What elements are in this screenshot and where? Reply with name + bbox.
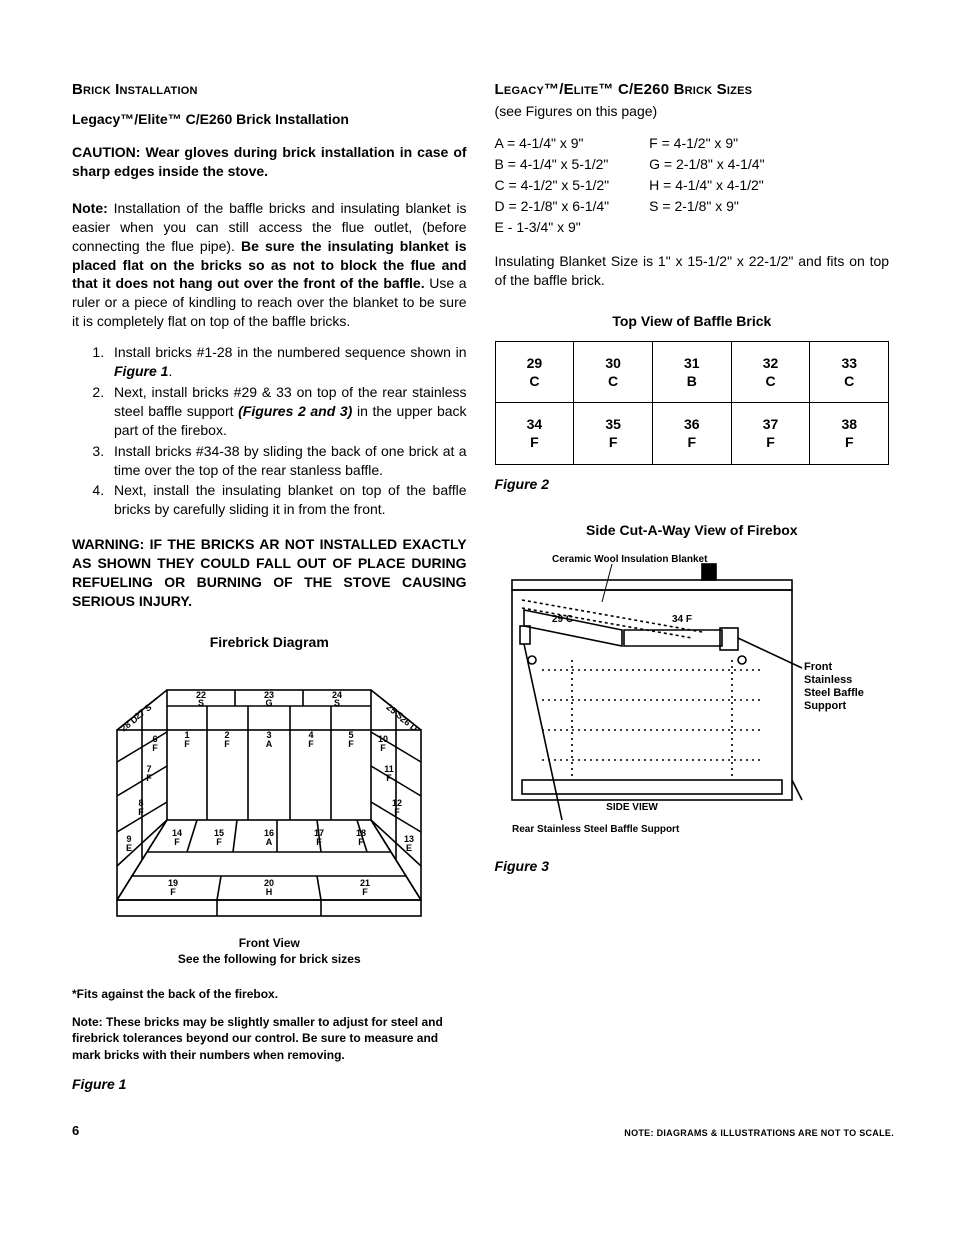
table-row: 29C 30C 31B 32C 33C [495, 341, 889, 402]
size-row: G = 2-1/8" x 4-1/4" [649, 154, 764, 175]
size-row: E - 1-3/4" x 9" [495, 217, 610, 238]
size-row: C = 4-1/2" x 5-1/2" [495, 175, 610, 196]
sv-side-view-label: SIDE VIEW [606, 802, 658, 813]
svg-text:F: F [171, 887, 177, 897]
side-view-diagram: Ceramic Wool Insulation Blanket 29 C 34 … [502, 550, 882, 845]
sv-front-support-label: Front Stainless Steel Baffle Support [804, 661, 867, 712]
svg-text:F: F [175, 837, 181, 847]
step-4: Next, install the insulating blanket on … [108, 481, 467, 519]
size-row: A = 4-1/4" x 9" [495, 133, 610, 154]
svg-text:S: S [198, 698, 204, 708]
firebrick-diagram: 22S 23G 24S 1F 2F 3A 4F 5F 6F 7F 8F 9E 1… [109, 660, 429, 925]
caption-line-1: Front View [239, 936, 300, 950]
svg-text:S: S [334, 698, 340, 708]
size-row: H = 4-1/4" x 4-1/2" [649, 175, 764, 196]
diagram-caption: Front View See the following for brick s… [72, 935, 467, 969]
svg-text:F: F [225, 739, 231, 749]
svg-text:F: F [387, 773, 393, 783]
baffle-brick-table: 29C 30C 31B 32C 33C 34F 35F 36F 37F 38F [495, 341, 890, 465]
top-view-title: Top View of Baffle Brick [495, 312, 890, 331]
note-paragraph: Note: Installation of the baffle bricks … [72, 199, 467, 331]
svg-text:A: A [266, 739, 273, 749]
figure-3-label: Figure 3 [495, 857, 890, 876]
note-prefix: Note: [72, 200, 108, 216]
svg-text:A: A [266, 837, 273, 847]
step-1: Install bricks #1-28 in the numbered seq… [108, 343, 467, 381]
section-title: Brick Installation [72, 80, 467, 100]
sv-blanket-label: Ceramic Wool Insulation Blanket [552, 554, 708, 565]
table-row: 34F 35F 36F 37F 38F [495, 403, 889, 464]
svg-text:E: E [126, 843, 132, 853]
step-text: Install bricks #1-28 in the numbered seq… [114, 344, 467, 360]
caption-line-2: See the following for brick sizes [178, 952, 361, 966]
svg-text:H: H [266, 887, 273, 897]
svg-text:F: F [139, 807, 145, 817]
footer-note: NOTE: DIAGRAMS & ILLUSTRATIONS ARE NOT T… [624, 1127, 894, 1139]
svg-text:F: F [395, 807, 401, 817]
sizes-subtitle: (see Figures on this page) [495, 102, 890, 121]
size-row: S = 2-1/8" x 9" [649, 196, 764, 217]
svg-text:F: F [147, 773, 153, 783]
svg-text:F: F [309, 739, 315, 749]
svg-text:F: F [153, 743, 159, 753]
sv-rear-support-label: Rear Stainless Steel Baffle Support [512, 824, 680, 835]
svg-text:E: E [406, 843, 412, 853]
step-ref: (Figures 2 and 3) [238, 403, 352, 419]
svg-text:F: F [381, 743, 387, 753]
side-view-title: Side Cut-A-Way View of Firebox [495, 521, 890, 540]
svg-text:F: F [349, 739, 355, 749]
size-row: B = 4-1/4" x 5-1/2" [495, 154, 610, 175]
step-text: Install bricks #34-38 by sliding the bac… [114, 443, 467, 478]
page-footer: 6 NOTE: DIAGRAMS & ILLUSTRATIONS ARE NOT… [72, 1122, 894, 1140]
svg-text:G: G [266, 698, 273, 708]
sv-34f: 34 F [672, 614, 692, 625]
size-row: F = 4-1/2" x 9" [649, 133, 764, 154]
size-row: D = 2-1/8" x 6-1/4" [495, 196, 610, 217]
svg-text:F: F [185, 739, 191, 749]
page-number: 6 [72, 1122, 79, 1140]
svg-text:F: F [317, 837, 323, 847]
step-3: Install bricks #34-38 by sliding the bac… [108, 442, 467, 480]
step-text: . [168, 363, 172, 379]
warning-text: WARNING: IF THE BRICKS AR NOT INSTALLED … [72, 535, 467, 611]
step-text: Next, install the insulating blanket on … [114, 482, 467, 517]
sizes-title: Legacy™/Elite™ C/E260 Brick Sizes [495, 80, 890, 100]
svg-text:F: F [359, 837, 365, 847]
svg-text:F: F [217, 837, 223, 847]
blanket-size-note: Insulating Blanket Size is 1" x 15-1/2" … [495, 252, 890, 290]
figure-1-label: Figure 1 [72, 1075, 467, 1094]
brick-size-list: A = 4-1/4" x 9" B = 4-1/4" x 5-1/2" C = … [495, 133, 890, 238]
subtitle: Legacy™/Elite™ C/E260 Brick Installation [72, 110, 467, 129]
step-ref: Figure 1 [114, 363, 168, 379]
svg-text:F: F [363, 887, 369, 897]
caution-text: CAUTION: Wear gloves during brick instal… [72, 143, 467, 181]
install-steps: Install bricks #1-28 in the numbered seq… [108, 343, 467, 519]
firebrick-diagram-title: Firebrick Diagram [72, 633, 467, 652]
small-note: Note: These bricks may be slightly small… [72, 1014, 467, 1063]
step-2: Next, install bricks #29 & 33 on top of … [108, 383, 467, 440]
figure-2-label: Figure 2 [495, 475, 890, 494]
sv-29c: 29 C [552, 614, 573, 625]
asterisk-note: *Fits against the back of the firebox. [72, 986, 467, 1002]
